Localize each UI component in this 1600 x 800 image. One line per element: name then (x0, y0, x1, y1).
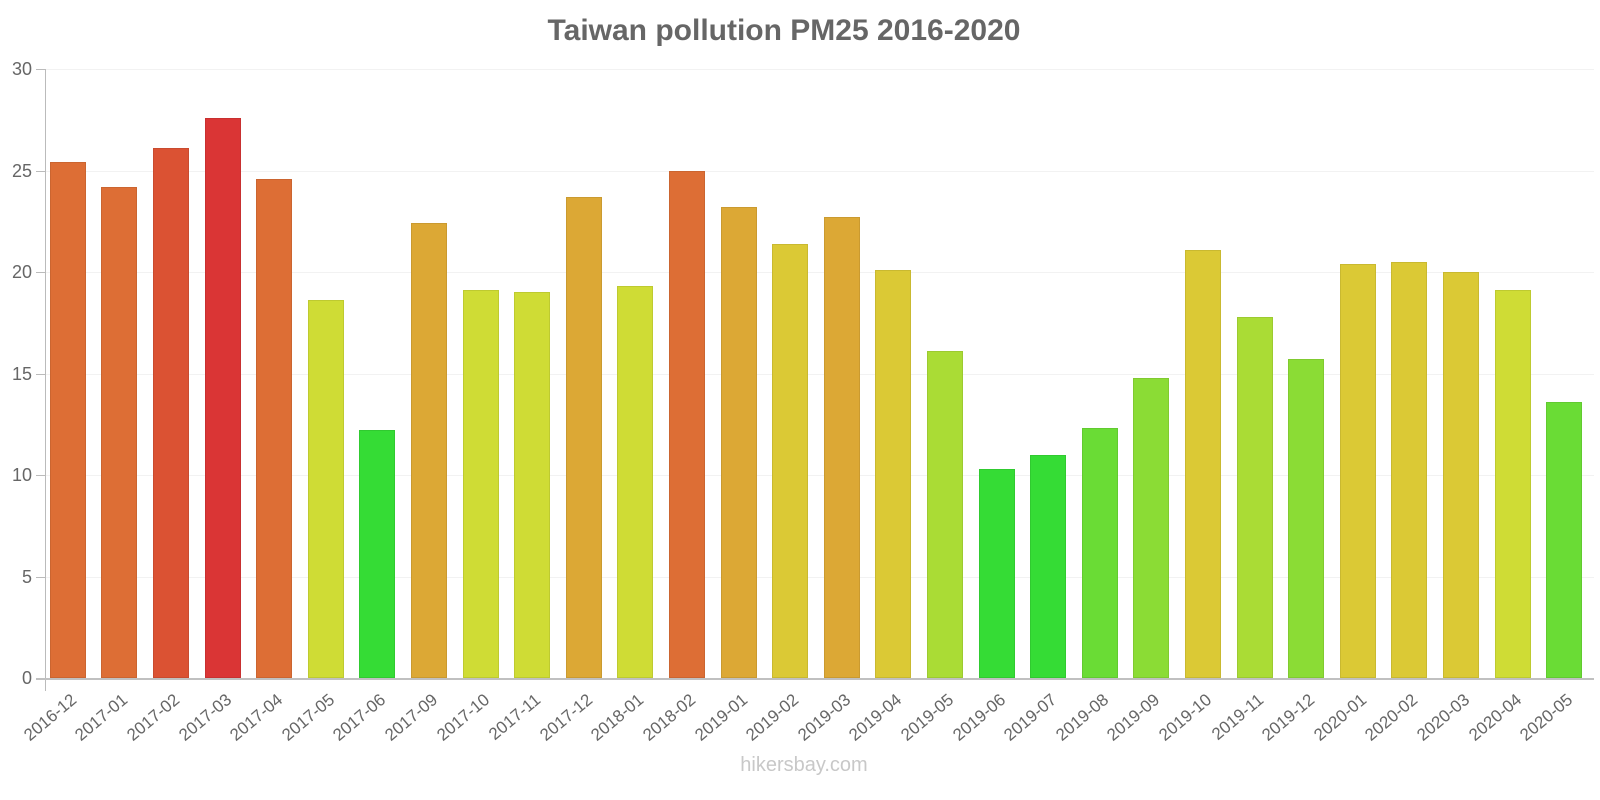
bar-2017-11[interactable] (514, 292, 551, 678)
bar-2016-12[interactable] (49, 162, 86, 678)
gridline (46, 69, 1594, 70)
bar-2019-07[interactable] (1030, 454, 1067, 678)
bar-2017-03[interactable] (204, 117, 241, 678)
plot-area (46, 69, 1594, 678)
gridline (46, 170, 1594, 172)
bar-2020-03[interactable] (1443, 272, 1479, 678)
bar-2019-09[interactable] (1133, 377, 1170, 678)
gridline (46, 576, 1594, 578)
y-tick-mark (36, 475, 45, 476)
bar-2019-05[interactable] (927, 351, 963, 678)
bar-2019-12[interactable] (1288, 359, 1325, 678)
gridline (46, 373, 1594, 375)
bar-2018-02[interactable] (669, 170, 705, 678)
chart-title: Taiwan pollution PM25 2016-2020 (547, 14, 1021, 47)
bar-2017-04[interactable] (256, 178, 293, 678)
watermark: hikersbay.com (740, 754, 868, 776)
bar-2019-10[interactable] (1185, 249, 1221, 678)
y-tick-label: 0 (21, 668, 32, 688)
bar-2017-09[interactable] (411, 223, 447, 678)
bar-2019-11[interactable] (1236, 316, 1273, 678)
bar-2019-02[interactable] (772, 243, 809, 678)
bar-2020-04[interactable] (1494, 290, 1531, 678)
bar-2017-02[interactable] (153, 148, 189, 678)
y-tick-label: 25 (11, 160, 32, 181)
bar-2017-01[interactable] (101, 186, 138, 678)
bar-2017-06[interactable] (359, 430, 396, 678)
y-tick-mark (36, 373, 45, 375)
gridline (46, 475, 1594, 476)
y-tick-mark (36, 170, 45, 172)
bar-2019-01[interactable] (720, 207, 757, 678)
bar-2017-12[interactable] (565, 196, 602, 678)
y-tick-label: 30 (11, 59, 32, 79)
y-axis-line (45, 69, 46, 691)
bar-2017-10[interactable] (462, 290, 499, 678)
bar-2020-01[interactable] (1339, 263, 1376, 678)
bar-2017-05[interactable] (307, 300, 344, 678)
x-axis-line (36, 678, 1594, 680)
y-tick-mark (36, 576, 45, 578)
bar-2019-08[interactable] (1081, 428, 1118, 678)
y-tick-label: 20 (11, 262, 32, 282)
bar-2019-03[interactable] (823, 217, 860, 678)
bar-2018-01[interactable] (617, 286, 654, 678)
bar-2020-02[interactable] (1391, 261, 1428, 678)
y-tick-label: 5 (21, 566, 32, 587)
y-tick-mark (36, 69, 45, 70)
gridline (46, 272, 1594, 273)
bar-2019-06[interactable] (978, 468, 1015, 678)
y-tick-label: 15 (11, 363, 32, 384)
bar-2020-05[interactable] (1546, 401, 1583, 678)
y-tick-mark (36, 272, 45, 273)
y-tick-label: 10 (11, 465, 32, 485)
bar-2019-04[interactable] (875, 269, 912, 678)
